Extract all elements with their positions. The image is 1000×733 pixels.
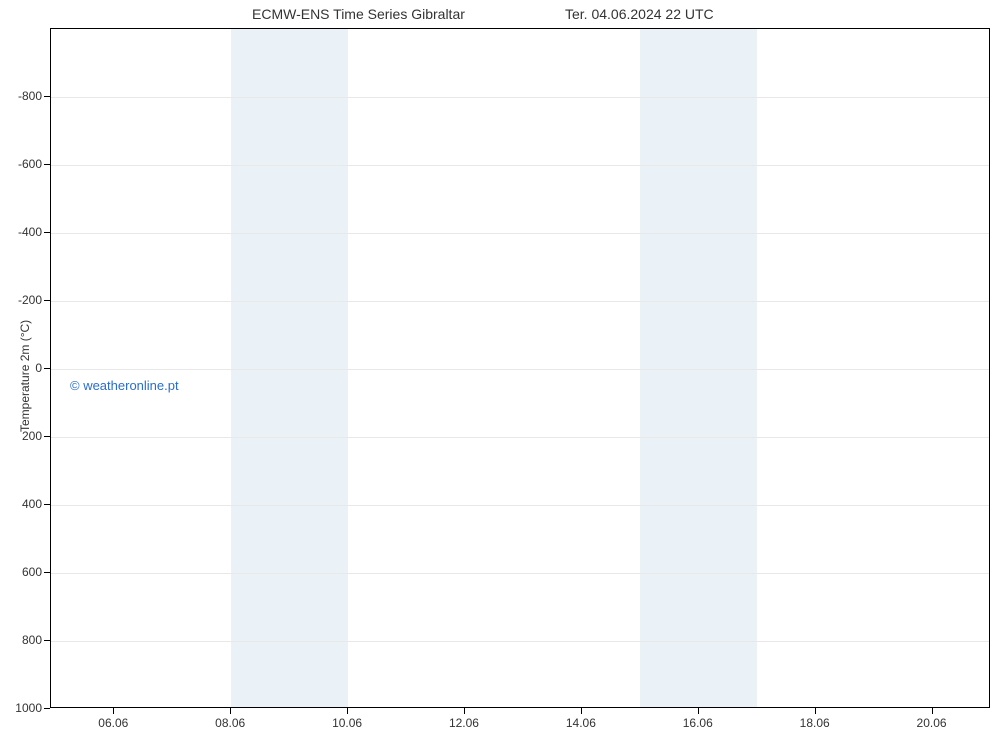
- y-tick: [44, 436, 50, 437]
- x-tick-label: 18.06: [800, 716, 830, 730]
- gridline: [51, 641, 989, 642]
- x-tick: [464, 708, 465, 714]
- chart-title-left: ECMW-ENS Time Series Gibraltar: [252, 6, 465, 22]
- y-tick: [44, 368, 50, 369]
- plot-area: [50, 28, 990, 708]
- gridline: [51, 505, 989, 506]
- y-tick: [44, 708, 50, 709]
- x-tick-label: 06.06: [98, 716, 128, 730]
- x-tick-label: 12.06: [449, 716, 479, 730]
- weekend-band: [640, 29, 757, 707]
- x-tick-label: 20.06: [917, 716, 947, 730]
- gridline: [51, 369, 989, 370]
- y-tick-label: 0: [35, 361, 42, 375]
- y-axis-label: Temperature 2m (°C): [18, 320, 32, 432]
- gridline: [51, 437, 989, 438]
- x-tick: [932, 708, 933, 714]
- y-tick-label: -600: [18, 157, 42, 171]
- gridline: [51, 165, 989, 166]
- y-tick-label: 400: [22, 497, 42, 511]
- y-tick: [44, 504, 50, 505]
- watermark: © weatheronline.pt: [70, 378, 179, 393]
- y-tick: [44, 232, 50, 233]
- y-tick-label: 800: [22, 633, 42, 647]
- x-tick-label: 14.06: [566, 716, 596, 730]
- x-tick-label: 10.06: [332, 716, 362, 730]
- y-tick: [44, 572, 50, 573]
- y-tick-label: -400: [18, 225, 42, 239]
- gridline: [51, 301, 989, 302]
- weekend-band: [231, 29, 348, 707]
- x-tick-label: 16.06: [683, 716, 713, 730]
- gridline: [51, 573, 989, 574]
- x-tick: [230, 708, 231, 714]
- x-tick: [815, 708, 816, 714]
- gridline: [51, 233, 989, 234]
- y-tick-label: -800: [18, 89, 42, 103]
- y-tick-label: 200: [22, 429, 42, 443]
- gridline: [51, 97, 989, 98]
- y-tick-label: 600: [22, 565, 42, 579]
- y-tick-label: -200: [18, 293, 42, 307]
- chart-container: ECMW-ENS Time Series Gibraltar Ter. 04.0…: [0, 0, 1000, 733]
- chart-title-right: Ter. 04.06.2024 22 UTC: [565, 6, 714, 22]
- y-tick: [44, 164, 50, 165]
- y-tick: [44, 640, 50, 641]
- x-tick: [698, 708, 699, 714]
- y-tick: [44, 300, 50, 301]
- x-tick-label: 08.06: [215, 716, 245, 730]
- y-tick: [44, 96, 50, 97]
- x-tick: [581, 708, 582, 714]
- x-tick: [347, 708, 348, 714]
- y-tick-label: 1000: [15, 701, 42, 715]
- x-tick: [113, 708, 114, 714]
